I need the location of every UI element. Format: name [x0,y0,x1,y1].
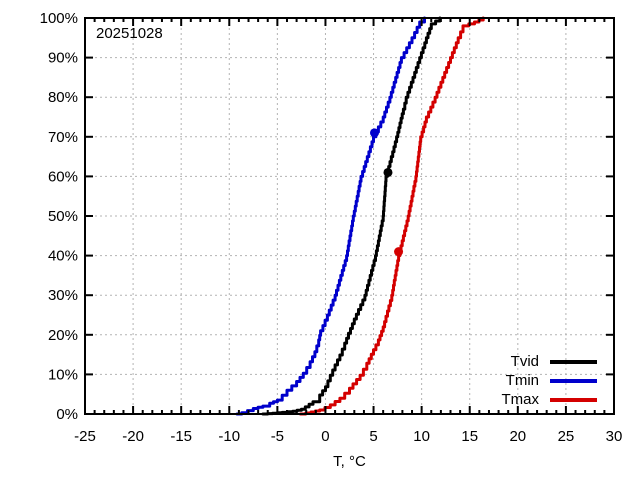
y-tick-label: 80% [48,89,78,106]
legend-line-sample-tmax [550,397,597,402]
x-tick-label: -10 [218,428,240,445]
legend-line-sample-tmin [550,378,597,383]
x-axis-title: T, °C [333,453,366,470]
x-tick-label: 30 [606,428,623,445]
legend-row-tvid: Tvid [502,352,597,371]
x-tick-label: -20 [122,428,144,445]
x-tick-label: 25 [558,428,575,445]
legend-row-tmax: Tmax [501,390,597,409]
curve-tvid [261,16,442,416]
legend-row-tmin: Tmin [502,371,597,390]
x-tick-label: 0 [321,428,329,445]
curve-tmin [235,16,426,416]
marker-dot-tvid [383,167,393,177]
legend-line-sample-tvid [550,359,597,364]
date-label: 20251028 [96,25,163,42]
y-tick-label: 100% [40,10,78,27]
marker-dot-tmax [394,247,404,257]
x-tick-label: -25 [74,428,96,445]
y-tick-label: 30% [48,287,78,304]
x-tick-label: 15 [461,428,478,445]
curve-tmax [298,16,485,416]
x-tick-label: -15 [170,428,192,445]
x-tick-label: 20 [509,428,526,445]
x-tick-label: 10 [413,428,430,445]
y-tick-label: 40% [48,248,78,265]
legend-label-tvid: Tvid [510,353,539,370]
y-tick-label: 10% [48,366,78,383]
legend-label-tmax: Tmax [501,391,540,408]
legend: Tvid Tmin Tmax [501,352,597,409]
x-tick-label: -5 [271,428,284,445]
y-tick-label: 20% [48,327,78,344]
x-tick-label: 5 [369,428,377,445]
legend-label-tmin: Tmin [505,372,539,389]
y-tick-label: 60% [48,168,78,185]
y-tick-label: 0% [56,406,78,423]
y-tick-label: 50% [48,208,78,225]
marker-dot-tmin [370,128,380,138]
y-tick-label: 70% [48,129,78,146]
y-tick-label: 90% [48,50,78,67]
